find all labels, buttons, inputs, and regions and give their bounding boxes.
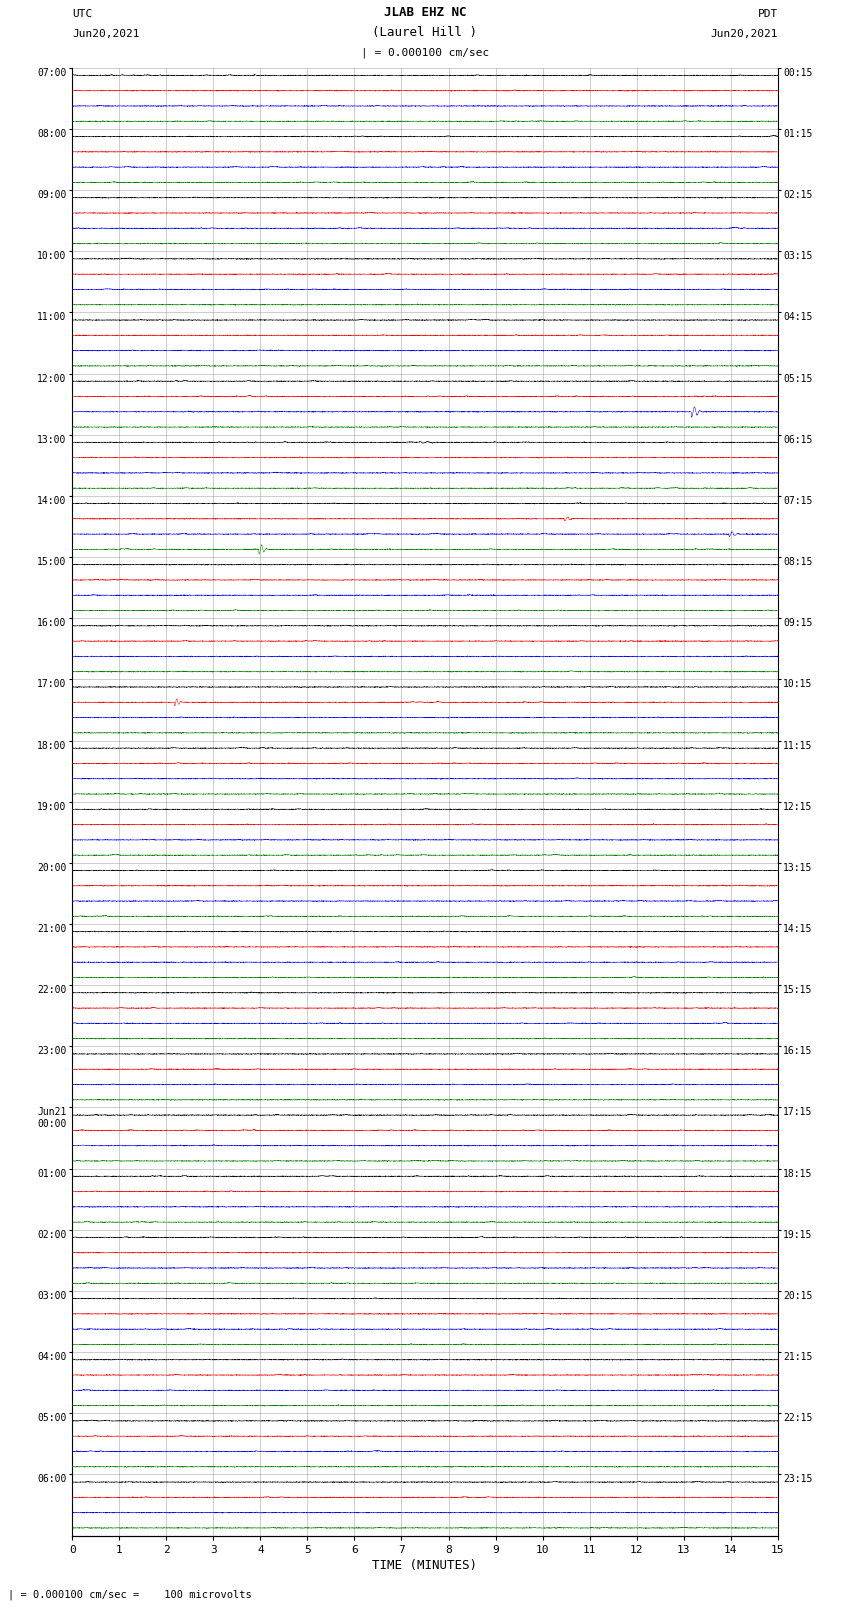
Text: Jun20,2021: Jun20,2021 bbox=[711, 29, 778, 39]
Text: JLAB EHZ NC: JLAB EHZ NC bbox=[383, 6, 467, 19]
Text: | = 0.000100 cm/sec =    100 microvolts: | = 0.000100 cm/sec = 100 microvolts bbox=[8, 1589, 252, 1600]
Text: Jun20,2021: Jun20,2021 bbox=[72, 29, 139, 39]
Text: UTC: UTC bbox=[72, 10, 93, 19]
Text: PDT: PDT bbox=[757, 10, 778, 19]
Text: (Laurel Hill ): (Laurel Hill ) bbox=[372, 26, 478, 39]
X-axis label: TIME (MINUTES): TIME (MINUTES) bbox=[372, 1558, 478, 1571]
Text: | = 0.000100 cm/sec: | = 0.000100 cm/sec bbox=[361, 47, 489, 58]
